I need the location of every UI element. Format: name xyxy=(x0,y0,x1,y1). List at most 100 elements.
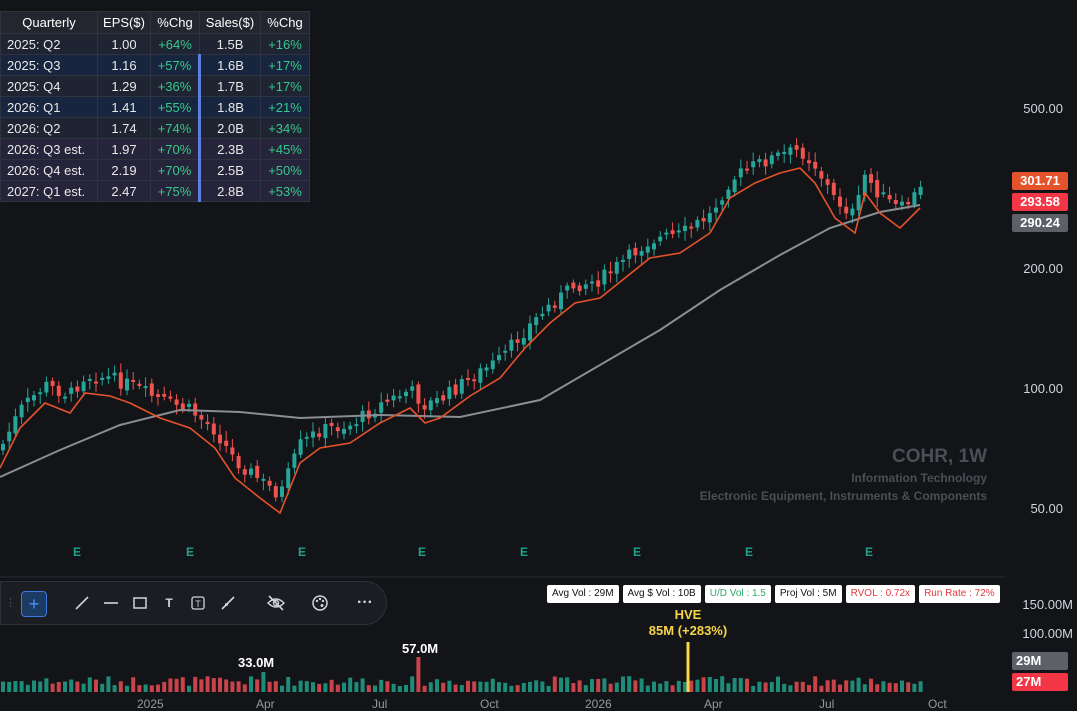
volume-bar xyxy=(44,678,49,692)
volume-annotation: 33.0M xyxy=(238,655,275,670)
candle-body xyxy=(50,380,55,386)
candle-body xyxy=(335,427,340,432)
volume-bar xyxy=(881,681,886,692)
volume-bar xyxy=(466,680,470,692)
volume-bar xyxy=(298,680,303,692)
earnings-marker[interactable]: E xyxy=(73,545,82,559)
palette-icon[interactable] xyxy=(309,592,331,614)
candle-body xyxy=(676,230,681,233)
candle-body xyxy=(81,381,86,392)
quarter-cell: 2027: Q1 est. xyxy=(0,180,98,202)
line-icon[interactable] xyxy=(71,592,93,614)
candle-body xyxy=(267,480,272,486)
volume-bar xyxy=(528,681,532,692)
earnings-marker[interactable]: E xyxy=(865,545,874,559)
volume-bar xyxy=(515,685,520,692)
short-moving-average xyxy=(0,167,921,515)
candle-body xyxy=(416,384,421,404)
candle-body xyxy=(255,465,260,478)
quarter-cell: 2025: Q4 xyxy=(0,75,98,97)
candle-body xyxy=(280,486,284,497)
volume-bar xyxy=(391,683,396,692)
candle-body xyxy=(664,232,669,235)
candle-body xyxy=(577,285,582,292)
earnings-marker[interactable]: E xyxy=(745,545,754,559)
candle-body xyxy=(199,415,204,420)
candle-body xyxy=(633,247,638,256)
candle-body xyxy=(311,431,315,438)
quarter-cell: 2026: Q1 xyxy=(0,96,98,118)
volume-bar xyxy=(273,681,278,692)
volume-bar xyxy=(484,681,489,692)
earnings-marker[interactable]: E xyxy=(520,545,529,559)
volume-bar xyxy=(676,680,681,692)
table-row: 2027: Q1 est. 2.47 +75% 2.8B +53% xyxy=(0,180,310,202)
earnings-marker[interactable]: E xyxy=(418,545,427,559)
table-row: 2026: Q4 est. 2.19 +70% 2.5B +50% xyxy=(0,159,310,181)
volume-bar xyxy=(714,678,718,692)
volume-bar xyxy=(360,678,365,692)
eps-cell: 1.41 xyxy=(97,96,151,118)
candle-body xyxy=(726,189,731,199)
x-axis-label: Jul xyxy=(372,697,388,711)
eps-cell: 1.16 xyxy=(97,54,151,76)
volume-bar xyxy=(193,676,198,692)
up-down-volume-stat: U/D Vol : 1.5 xyxy=(704,585,771,603)
candle-body xyxy=(379,402,384,413)
volume-axis-label: 100.00M xyxy=(1022,626,1073,641)
candle-body xyxy=(862,174,867,196)
volume-bar xyxy=(844,680,849,692)
volume-bar xyxy=(472,681,477,692)
avg-volume-stat: Avg Vol : 29M xyxy=(547,585,619,603)
candle-body xyxy=(56,385,61,396)
candle-body xyxy=(621,260,625,263)
volume-bar xyxy=(838,684,842,692)
candle-body xyxy=(552,305,557,308)
earnings-marker[interactable]: E xyxy=(633,545,642,559)
header-eps: EPS($) xyxy=(97,11,151,34)
price-axis-label: 500.00 xyxy=(1023,101,1063,116)
candle-body xyxy=(887,194,892,200)
volume-bar xyxy=(162,681,167,692)
eye-off-icon[interactable] xyxy=(265,592,287,614)
volume-bar xyxy=(664,681,669,692)
volume-bar xyxy=(81,683,86,692)
candle-body xyxy=(187,403,191,407)
candle-body xyxy=(168,396,173,399)
volume-bar xyxy=(695,679,700,692)
volume-bar xyxy=(255,679,260,692)
candle-body xyxy=(701,218,706,222)
volume-bar xyxy=(50,683,55,692)
price-tag-ma-short: 293.58 xyxy=(1012,193,1068,211)
brush-icon[interactable] xyxy=(217,592,239,614)
volume-bar xyxy=(912,683,917,692)
more-icon[interactable]: ··· xyxy=(357,594,373,611)
eps-change-cell: +55% xyxy=(150,96,200,118)
volume-bar xyxy=(410,676,415,692)
text-box-icon[interactable]: T xyxy=(187,592,209,614)
quarter-cell: 2025: Q3 xyxy=(0,54,98,76)
volume-bar xyxy=(187,685,191,692)
volume-bar xyxy=(218,677,222,692)
candle-body xyxy=(776,152,780,156)
volume-bar xyxy=(602,678,607,692)
text-icon[interactable]: T xyxy=(165,596,173,610)
sales-cell: 2.3B xyxy=(198,138,261,160)
x-axis-label: Apr xyxy=(256,697,275,711)
sales-change-cell: +17% xyxy=(260,75,310,97)
candle-body xyxy=(565,285,570,291)
sales-cell: 1.7B xyxy=(198,75,261,97)
candle-body xyxy=(571,282,576,289)
table-row: 2025: Q3 1.16 +57% 1.6B +17% xyxy=(0,54,310,76)
quarter-cell: 2025: Q2 xyxy=(0,33,98,55)
volume-bar xyxy=(763,682,768,692)
horizontal-line-icon[interactable] xyxy=(100,592,122,614)
candle-body xyxy=(497,355,501,361)
eps-cell: 2.19 xyxy=(97,159,151,181)
candle-body xyxy=(211,423,216,435)
earnings-marker[interactable]: E xyxy=(186,545,195,559)
rectangle-icon[interactable] xyxy=(129,592,151,614)
crosshair-icon[interactable]: + xyxy=(21,591,47,617)
earnings-marker[interactable]: E xyxy=(298,545,307,559)
